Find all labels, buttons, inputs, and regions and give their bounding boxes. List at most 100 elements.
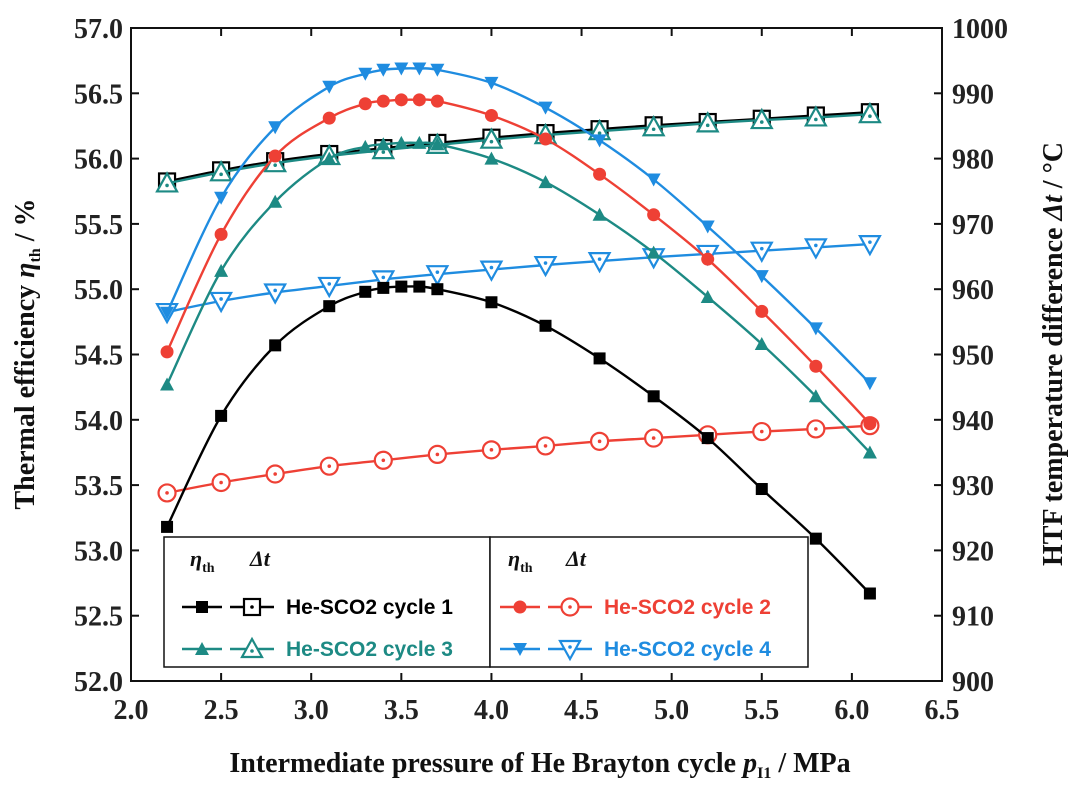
eta-point-cycle-3 xyxy=(862,445,877,459)
eta-point-cycle-1 xyxy=(359,285,372,298)
dt-point-cycle-4 xyxy=(371,270,396,292)
eta-point-cycle-1 xyxy=(755,483,768,496)
y-left-title-text: Thermal efficiency xyxy=(10,285,41,510)
eta-point-cycle-1 xyxy=(809,532,822,545)
dt-point-cycle-2 xyxy=(211,472,231,493)
legend-header-eta-right: ηth xyxy=(508,546,533,576)
dt-point-cycle-3 xyxy=(803,105,828,127)
eta-point-cycle-4 xyxy=(358,67,373,81)
legend-label: He-SCO2 cycle 4 xyxy=(604,638,771,661)
dt-point-cycle-4 xyxy=(533,255,558,278)
y-left-tick-label: 52.5 xyxy=(74,602,123,633)
eta-point-cycle-3 xyxy=(394,135,409,149)
dt-point-cycle-2 xyxy=(427,444,447,465)
x-axis-title: Intermediate pressure of He Brayton cycl… xyxy=(229,748,850,782)
legend-eta-marker xyxy=(513,643,527,656)
dt-point-cycle-2 xyxy=(319,456,339,476)
x-title-text: Intermediate pressure of He Brayton cycl… xyxy=(229,748,736,779)
eta-point-cycle-4 xyxy=(808,322,823,336)
eta-point-cycle-3 xyxy=(484,151,499,165)
series-eta-4 xyxy=(160,62,877,391)
y-right-tick-label: 910 xyxy=(952,602,994,633)
eta-point-cycle-2 xyxy=(863,417,877,431)
y-left-title-subscript: th xyxy=(27,248,44,262)
series-eta-1 xyxy=(161,280,876,600)
dt-point-cycle-4 xyxy=(749,241,774,263)
y-left-tick-label: 52.0 xyxy=(74,667,123,698)
eta-point-cycle-2 xyxy=(160,345,174,359)
eta-point-cycle-4 xyxy=(754,270,769,284)
legend-eta-marker xyxy=(195,642,209,655)
legend-header-dt-right: Δt xyxy=(565,546,587,571)
y-right-tick-label: 990 xyxy=(952,79,994,110)
dt-point-cycle-3 xyxy=(209,160,233,182)
dt-point-cycle-4 xyxy=(425,265,450,287)
legend-header-eta-right-sub: th xyxy=(520,561,533,576)
eta-point-cycle-3 xyxy=(214,263,229,277)
y-left-title-unit: / % xyxy=(10,198,41,248)
legend-header-dt-left: Δt xyxy=(249,546,271,571)
series-dt-4 xyxy=(155,235,882,325)
dt-point-cycle-2 xyxy=(481,440,502,460)
eta-point-cycle-4 xyxy=(394,62,409,76)
legend-header-eta-left: ηth xyxy=(190,546,215,576)
dt-point-cycle-2 xyxy=(589,431,610,451)
eta-point-cycle-4 xyxy=(412,62,427,76)
x-tick-label: 6.0 xyxy=(834,695,869,726)
y-right-tick-label: 960 xyxy=(952,275,994,306)
eta-point-cycle-4 xyxy=(376,63,391,77)
legend-eta-marker xyxy=(513,600,527,614)
legend-dt-marker xyxy=(558,639,582,662)
legend-label: He-SCO2 cycle 1 xyxy=(286,596,453,619)
x-tick-label: 4.5 xyxy=(564,695,599,726)
eta-point-cycle-3 xyxy=(646,245,661,259)
eta-point-cycle-4 xyxy=(430,63,445,77)
legend-dt-marker xyxy=(242,597,262,617)
eta-point-cycle-2 xyxy=(539,132,553,146)
legend-label: He-SCO2 cycle 2 xyxy=(604,596,771,619)
y-left-tick-label: 57.0 xyxy=(74,14,123,45)
y-right-tick-label: 930 xyxy=(952,471,994,502)
eta-point-cycle-4 xyxy=(160,306,175,320)
y-right-title-unit: / °C xyxy=(1038,142,1069,195)
dt-point-cycle-3 xyxy=(155,171,179,193)
legend-header-eta-left-sub: th xyxy=(202,561,215,576)
eta-point-cycle-4 xyxy=(484,76,499,90)
y-left-tick-label: 53.0 xyxy=(74,536,123,567)
eta-point-cycle-3 xyxy=(160,377,175,391)
x-tick-label: 3.5 xyxy=(384,695,419,726)
dt-point-cycle-2 xyxy=(373,450,393,470)
dt-point-cycle-4 xyxy=(479,260,504,282)
eta-point-cycle-2 xyxy=(412,93,426,107)
series-layer xyxy=(155,62,882,600)
dt-point-cycle-2 xyxy=(265,464,285,484)
eta-point-cycle-4 xyxy=(646,173,661,187)
eta-point-cycle-4 xyxy=(214,191,229,205)
eta-point-cycle-1 xyxy=(431,283,444,296)
dt-point-cycle-3 xyxy=(695,111,720,133)
dt-point-cycle-3 xyxy=(479,127,504,149)
y-right-tick-label: 920 xyxy=(952,536,994,567)
dt-point-cycle-4 xyxy=(587,252,612,274)
dt-point-cycle-2 xyxy=(535,436,556,456)
eta-point-cycle-4 xyxy=(322,80,337,94)
dt-point-cycle-3 xyxy=(858,101,882,124)
y-left-tick-label: 55.0 xyxy=(74,275,123,306)
eta-point-cycle-1 xyxy=(269,339,282,352)
eta-point-cycle-2 xyxy=(268,149,282,163)
legend-label: He-SCO2 cycle 3 xyxy=(286,638,453,661)
eta-point-cycle-4 xyxy=(862,377,877,391)
eta-point-cycle-2 xyxy=(430,94,444,108)
eta-point-cycle-3 xyxy=(430,137,445,151)
y-right-tick-label: 970 xyxy=(952,210,994,241)
y-right-title-symbol: Δt xyxy=(1038,194,1069,222)
y-left-tick-label: 56.0 xyxy=(74,145,123,176)
x-tick-label: 5.0 xyxy=(654,695,689,726)
legend-box-right xyxy=(489,536,809,668)
dt-point-cycle-2 xyxy=(157,483,177,503)
dt-point-cycle-4 xyxy=(317,276,342,299)
eta-point-cycle-3 xyxy=(754,337,769,351)
x-tick-label: 2.5 xyxy=(204,695,239,726)
legend-entry-cycle-4: He-SCO2 cycle 4 xyxy=(500,638,771,662)
x-title-symbol: p xyxy=(741,748,757,779)
